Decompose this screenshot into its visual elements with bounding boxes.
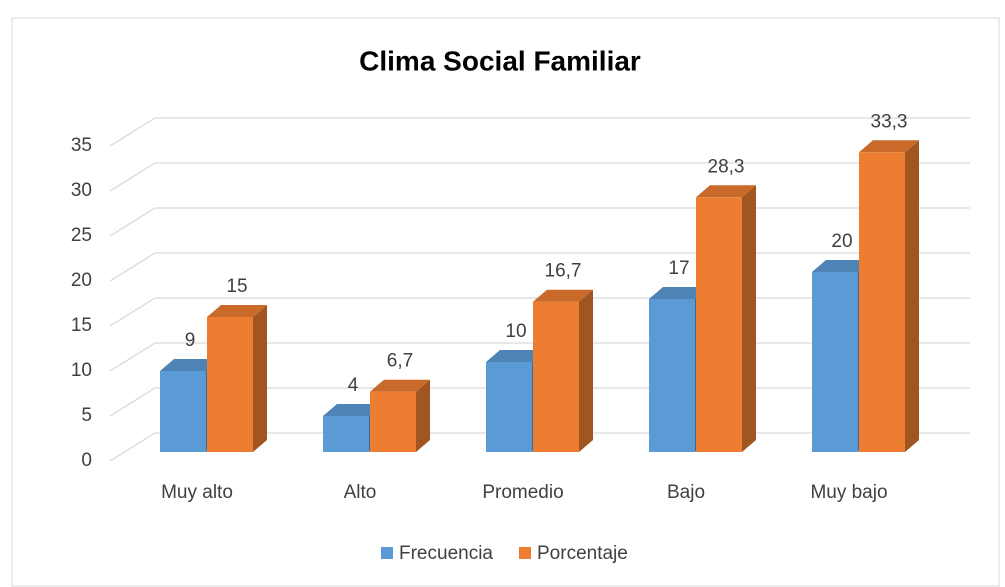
grid-line (109, 162, 970, 192)
bar-side (416, 379, 430, 452)
bar-top (160, 359, 220, 371)
y-tick-label: 25 (71, 225, 92, 246)
y-tick-label: 15 (71, 315, 92, 336)
bar-front (533, 301, 579, 452)
bar-top (859, 140, 919, 153)
chart-title: Clima Social Familiar (359, 45, 641, 76)
x-tick-label: Alto (344, 482, 377, 503)
y-tick-label: 5 (81, 405, 92, 426)
data-label: 33,3 (871, 111, 908, 132)
data-label: 16,7 (545, 261, 582, 282)
bar-side (905, 140, 919, 453)
bar (370, 379, 430, 452)
bar-top (812, 260, 872, 272)
data-label: 6,7 (387, 351, 413, 372)
data-label: 4 (348, 375, 359, 396)
x-tick-label: Muy bajo (810, 482, 887, 503)
legend-label: Porcentaje (537, 543, 628, 564)
bar-front (323, 416, 369, 452)
bar (533, 289, 593, 452)
bar-top (696, 185, 756, 198)
bar-top (649, 287, 709, 299)
bar-front (207, 317, 253, 452)
bar-front (160, 371, 206, 452)
x-tick-label: Bajo (667, 482, 705, 503)
bar-front (486, 362, 532, 452)
legend-label: Frecuencia (399, 543, 493, 564)
grid-line (109, 117, 970, 147)
x-tick-label: Muy alto (161, 482, 233, 503)
bar-top (486, 350, 546, 362)
y-tick-label: 0 (81, 450, 92, 471)
bar-front (370, 391, 416, 452)
bar-side (253, 305, 267, 452)
data-label: 15 (226, 276, 247, 297)
bar-top (533, 289, 593, 302)
bar (696, 185, 756, 453)
bar-front (859, 152, 905, 453)
bar-front (812, 272, 858, 452)
bar-front (696, 197, 742, 452)
bar-top (323, 404, 383, 416)
bar-side (579, 289, 593, 452)
bar (207, 305, 267, 452)
y-tick-label: 30 (71, 180, 92, 201)
y-tick-label: 20 (71, 270, 92, 291)
data-label: 28,3 (708, 156, 745, 177)
data-label: 9 (185, 330, 196, 351)
data-label: 20 (831, 231, 852, 252)
bar-side (742, 185, 756, 453)
x-tick-label: Promedio (482, 482, 563, 503)
legend-swatch (381, 547, 393, 559)
bar-top (207, 305, 267, 317)
data-label: 17 (668, 258, 689, 279)
y-tick-label: 35 (71, 135, 92, 156)
bar (859, 140, 919, 453)
legend-swatch (519, 547, 531, 559)
y-tick-label: 10 (71, 360, 92, 381)
bar-top (370, 379, 430, 392)
bar-front (649, 299, 695, 452)
data-label: 10 (505, 321, 526, 342)
